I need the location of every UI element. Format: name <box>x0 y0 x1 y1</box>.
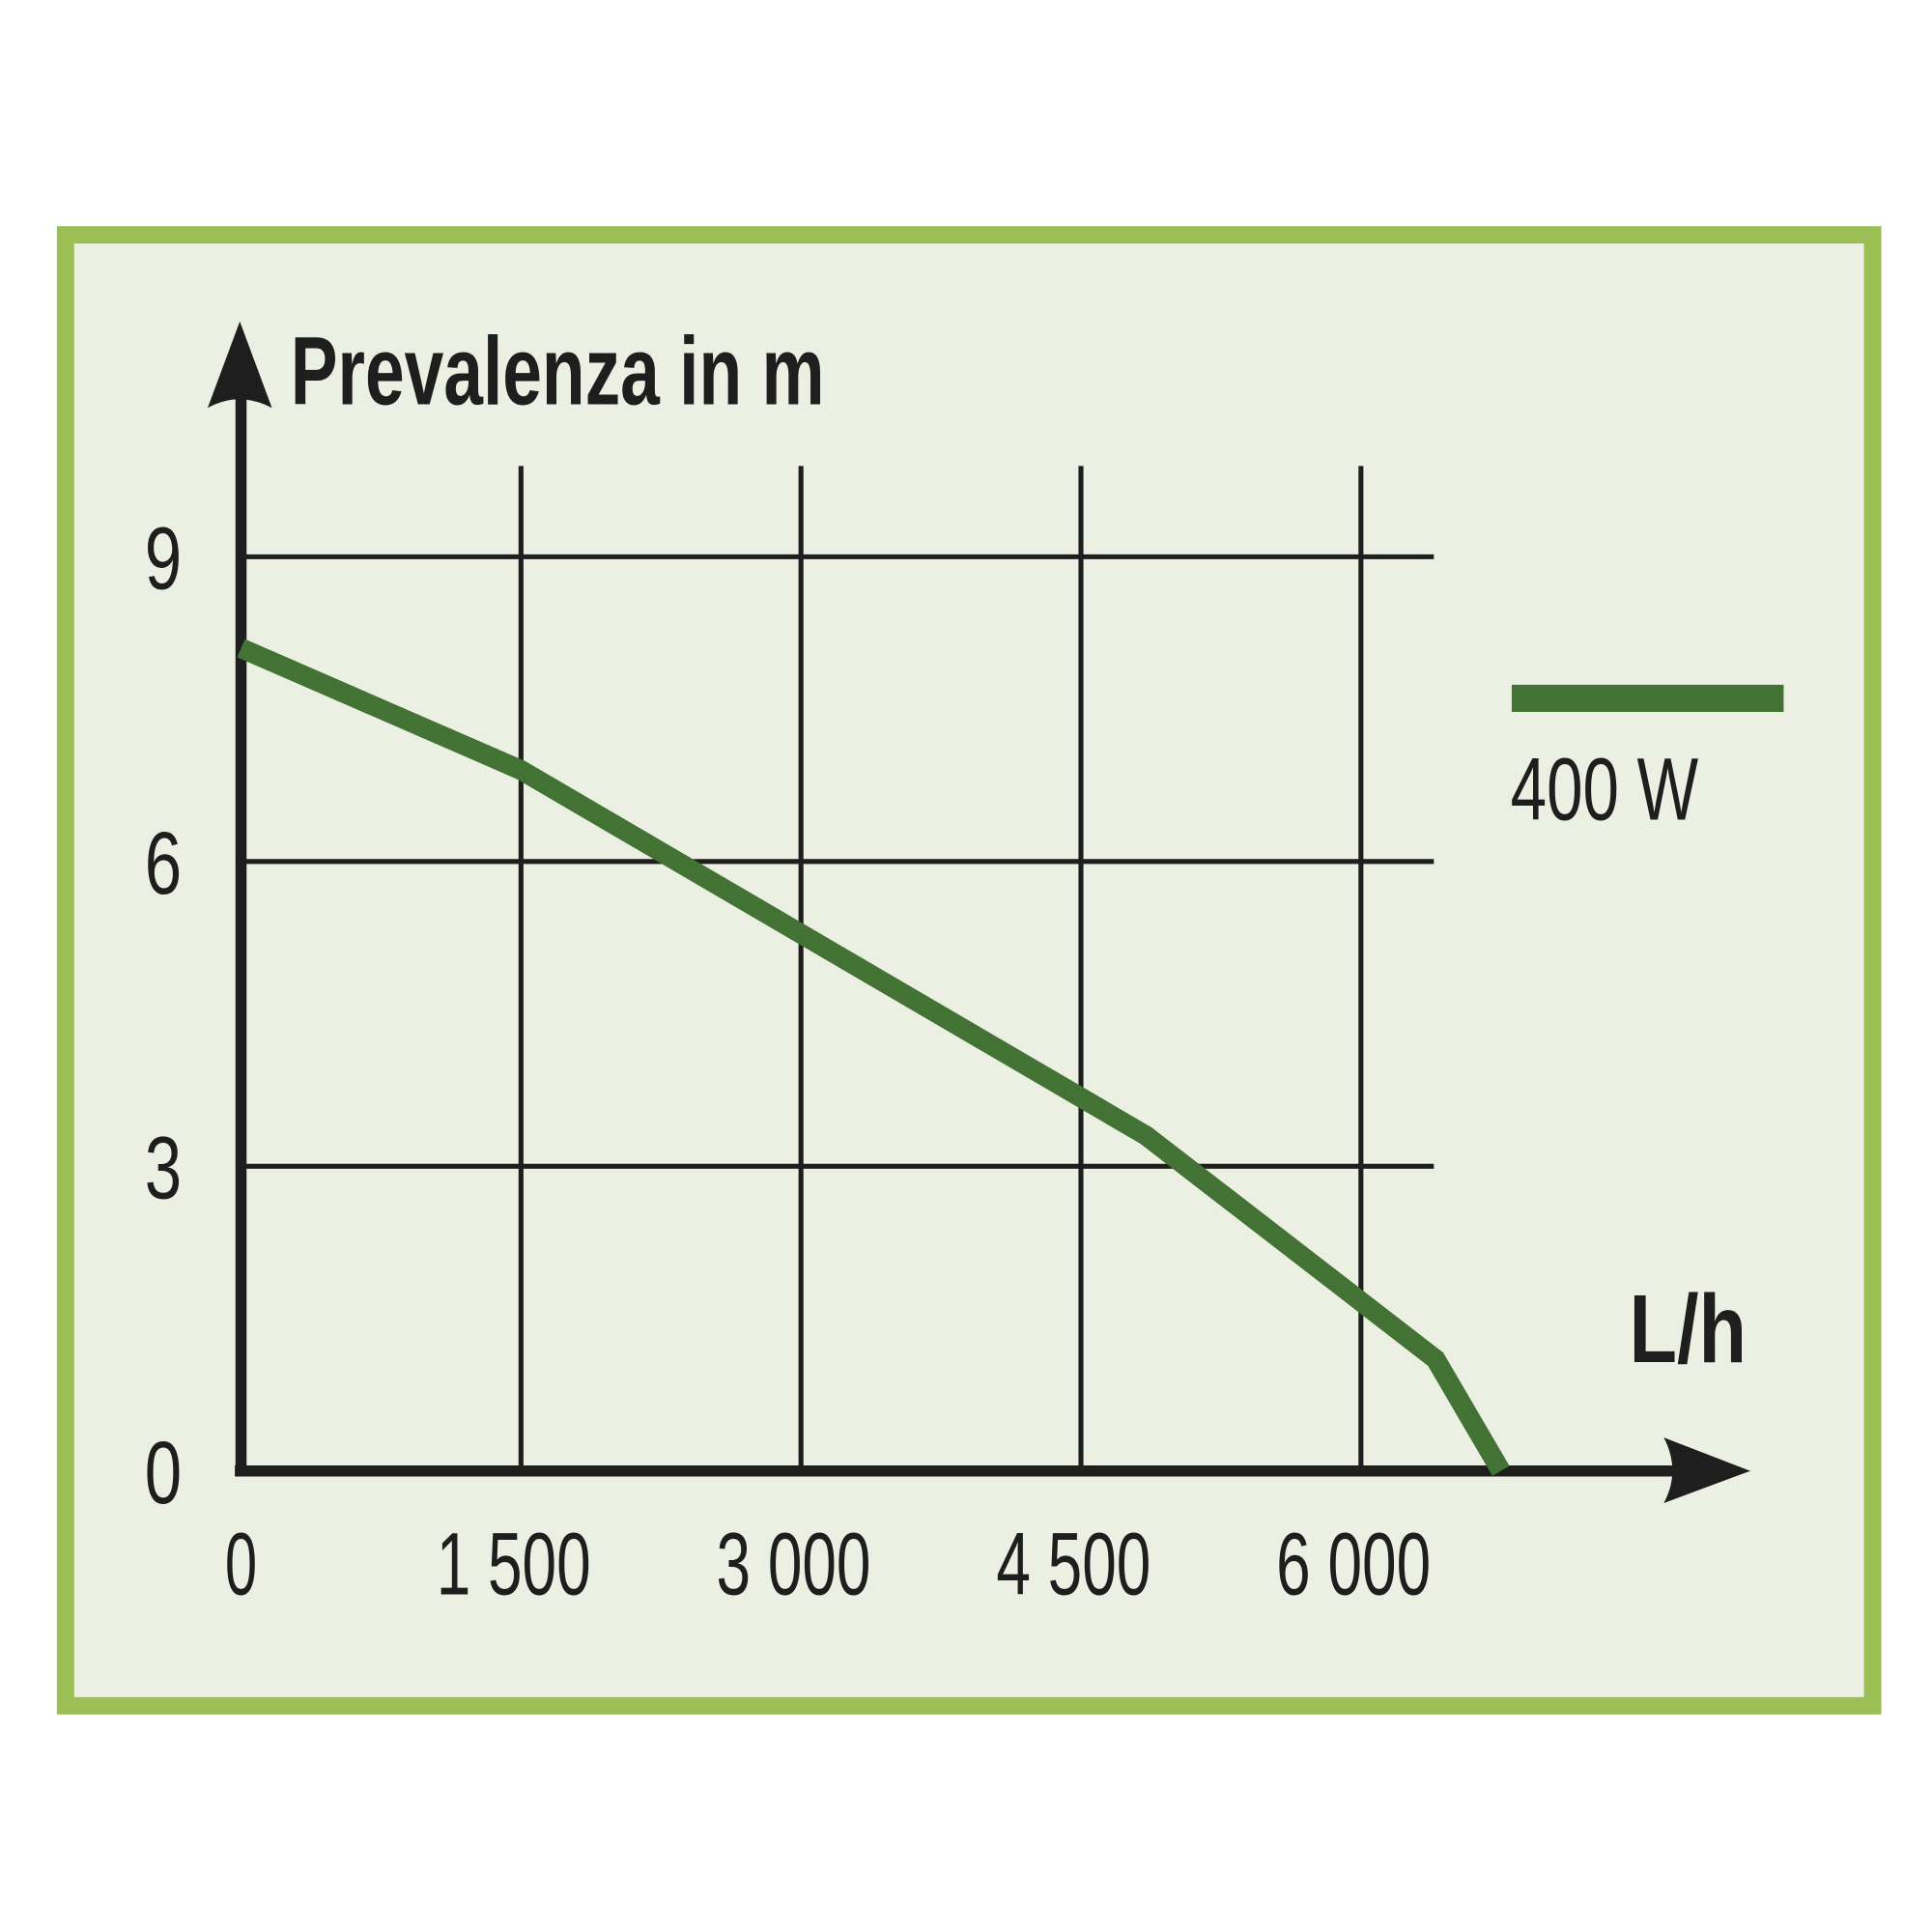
legend-label: 400 W <box>1511 739 1699 838</box>
x-tick-label: 1 500 <box>437 1515 591 1614</box>
y-tick-label: 3 <box>145 1119 182 1218</box>
y-tick-label: 9 <box>145 509 182 609</box>
x-tick-label: 4 500 <box>996 1515 1151 1614</box>
x-axis-label: L/h <box>1630 1276 1747 1383</box>
x-tick-label: 6 000 <box>1276 1515 1431 1614</box>
y-tick-label: 6 <box>145 813 182 913</box>
y-axis-arrow <box>207 321 272 409</box>
data-line <box>237 639 1510 1476</box>
y-axis-label: Prevalenza in m <box>291 318 825 425</box>
y-tick-label: 0 <box>145 1423 182 1522</box>
chart-frame <box>56 226 1882 1715</box>
x-tick-label: 3 000 <box>717 1515 871 1614</box>
x-tick-label: 0 <box>225 1515 257 1614</box>
x-axis-arrow <box>1663 1437 1750 1503</box>
